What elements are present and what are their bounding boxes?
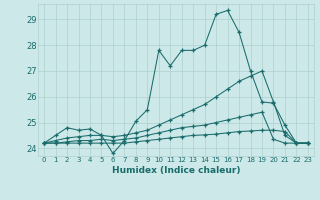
X-axis label: Humidex (Indice chaleur): Humidex (Indice chaleur) (112, 166, 240, 175)
